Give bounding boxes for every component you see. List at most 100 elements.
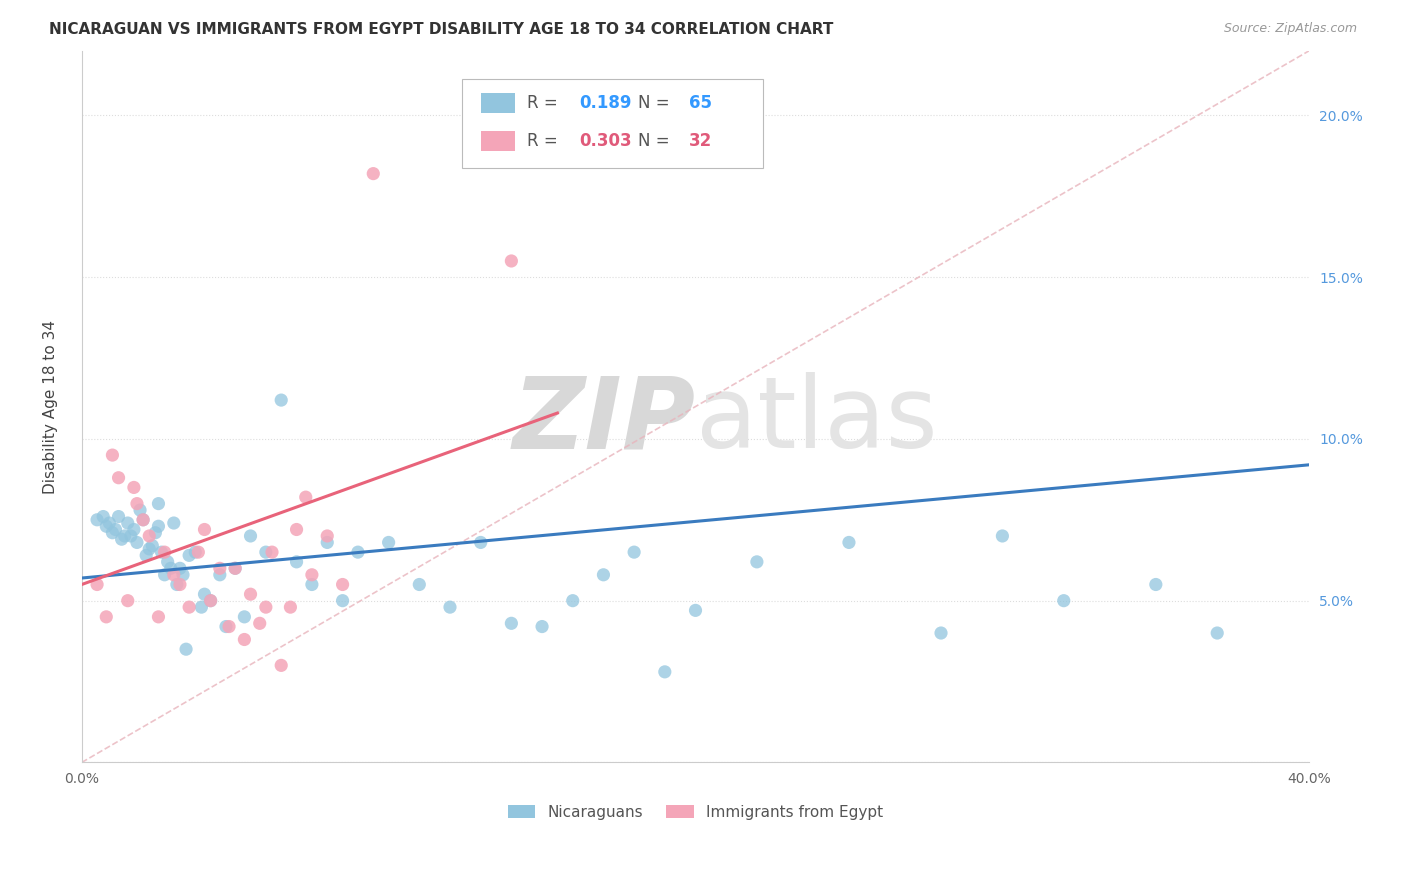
Point (159, 561, 181, 575)
Point (501, 254, 523, 268)
Point (107, 509, 129, 524)
Point (141, 539, 163, 553)
Point (280, 600, 302, 615)
Point (501, 616, 523, 631)
Point (215, 619, 238, 633)
Point (233, 632, 256, 647)
FancyBboxPatch shape (463, 79, 763, 168)
Text: atlas: atlas (696, 372, 938, 469)
Point (285, 555, 308, 569)
Point (148, 519, 170, 533)
FancyBboxPatch shape (481, 93, 515, 112)
Text: Source: ZipAtlas.com: Source: ZipAtlas.com (1223, 22, 1357, 36)
Point (561, 593, 583, 607)
Point (332, 577, 354, 591)
Point (294, 490, 316, 504)
Point (270, 393, 292, 408)
Point (193, 523, 215, 537)
Point (254, 600, 277, 615)
Legend: Nicaraguans, Immigrants from Egypt: Nicaraguans, Immigrants from Egypt (502, 798, 889, 826)
Point (166, 577, 188, 591)
Point (174, 642, 197, 657)
Point (208, 561, 231, 575)
Point (200, 593, 222, 607)
Point (1053, 593, 1076, 607)
Point (1206, 626, 1229, 640)
Point (439, 600, 461, 615)
Point (163, 567, 186, 582)
Point (138, 529, 160, 543)
Point (91, 509, 114, 524)
Point (129, 503, 152, 517)
Point (163, 516, 186, 530)
Point (233, 610, 256, 624)
Point (270, 658, 292, 673)
Point (1144, 577, 1167, 591)
Text: 0.303: 0.303 (579, 132, 631, 150)
Point (190, 600, 212, 615)
Point (156, 555, 179, 569)
FancyBboxPatch shape (481, 131, 515, 151)
Point (408, 577, 430, 591)
Point (101, 448, 124, 462)
Point (98, 516, 121, 530)
Point (135, 549, 157, 563)
Point (117, 516, 139, 530)
Point (285, 523, 308, 537)
Point (224, 561, 246, 575)
Point (172, 567, 194, 582)
Point (104, 523, 127, 537)
Point (148, 497, 170, 511)
Point (592, 567, 614, 582)
Text: R =: R = (527, 132, 564, 150)
Point (301, 577, 323, 591)
Point (239, 587, 262, 601)
Point (531, 619, 554, 633)
Text: 32: 32 (689, 132, 713, 150)
Text: R =: R = (527, 94, 564, 112)
Point (929, 626, 952, 640)
Point (153, 567, 176, 582)
Point (208, 567, 231, 582)
Point (169, 561, 191, 575)
Point (122, 523, 145, 537)
Point (187, 545, 209, 559)
Point (218, 619, 240, 633)
Point (132, 513, 155, 527)
Point (470, 535, 492, 549)
Point (122, 480, 145, 494)
Point (377, 535, 399, 549)
Point (193, 587, 215, 601)
Point (224, 561, 246, 575)
Point (120, 529, 142, 543)
Point (184, 545, 207, 559)
Point (249, 616, 271, 631)
Point (107, 471, 129, 485)
Point (347, 545, 370, 559)
Point (239, 529, 262, 543)
Point (101, 525, 124, 540)
Point (179, 549, 201, 563)
Point (153, 545, 176, 559)
Point (169, 577, 191, 591)
Point (145, 525, 167, 540)
Text: ZIP: ZIP (513, 372, 696, 469)
Point (260, 545, 283, 559)
Point (114, 529, 136, 543)
Point (654, 665, 676, 679)
Point (86, 577, 108, 591)
Point (179, 600, 201, 615)
Point (685, 603, 707, 617)
Point (96, 610, 118, 624)
Point (254, 545, 277, 559)
Text: N =: N = (638, 94, 675, 112)
Point (301, 567, 323, 582)
Text: NICARAGUAN VS IMMIGRANTS FROM EGYPT DISABILITY AGE 18 TO 34 CORRELATION CHART: NICARAGUAN VS IMMIGRANTS FROM EGYPT DISA… (49, 22, 834, 37)
Point (86, 513, 108, 527)
Point (132, 513, 155, 527)
Text: 65: 65 (689, 94, 713, 112)
Point (148, 610, 170, 624)
Point (745, 555, 768, 569)
Point (150, 545, 173, 559)
Point (117, 593, 139, 607)
